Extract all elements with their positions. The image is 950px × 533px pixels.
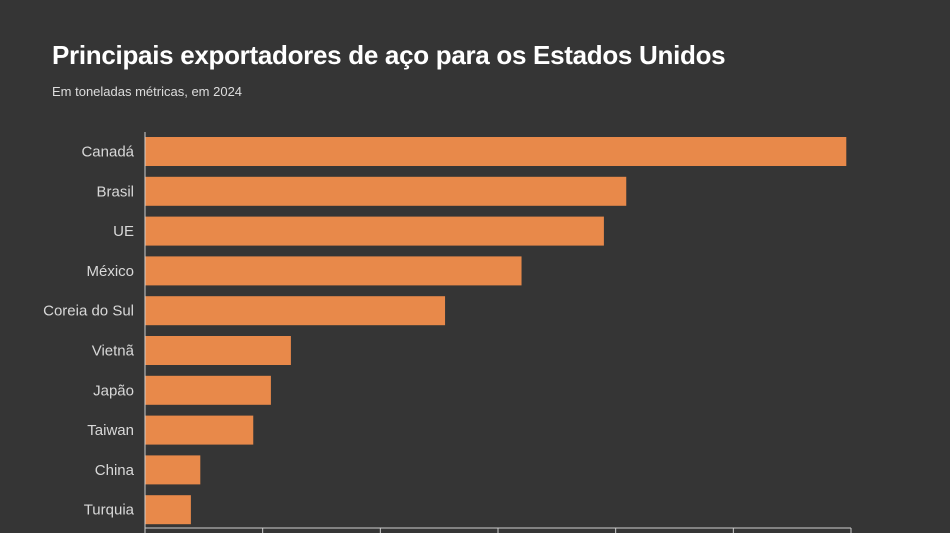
bar xyxy=(145,176,627,206)
bar xyxy=(145,415,254,445)
category-label: Taiwan xyxy=(87,422,134,439)
chart-title: Principais exportadores de aço para os E… xyxy=(52,40,726,70)
category-label: Brasil xyxy=(96,183,134,200)
bar xyxy=(145,495,191,525)
category-label: UE xyxy=(113,223,134,240)
bar xyxy=(145,455,201,485)
category-label: China xyxy=(95,462,135,479)
bar xyxy=(145,375,271,405)
bar xyxy=(145,336,291,365)
category-label: Turquia xyxy=(84,502,135,519)
bar xyxy=(145,137,847,166)
category-label: Coreia do Sul xyxy=(43,303,134,320)
category-label: México xyxy=(86,263,134,280)
chart-subtitle: Em toneladas métricas, em 2024 xyxy=(52,84,243,99)
category-label: Vietnã xyxy=(92,343,135,360)
bar xyxy=(145,296,446,326)
bar xyxy=(145,216,604,246)
category-label: Canadá xyxy=(81,144,134,161)
category-label: Japão xyxy=(93,382,134,399)
bar xyxy=(145,256,522,286)
